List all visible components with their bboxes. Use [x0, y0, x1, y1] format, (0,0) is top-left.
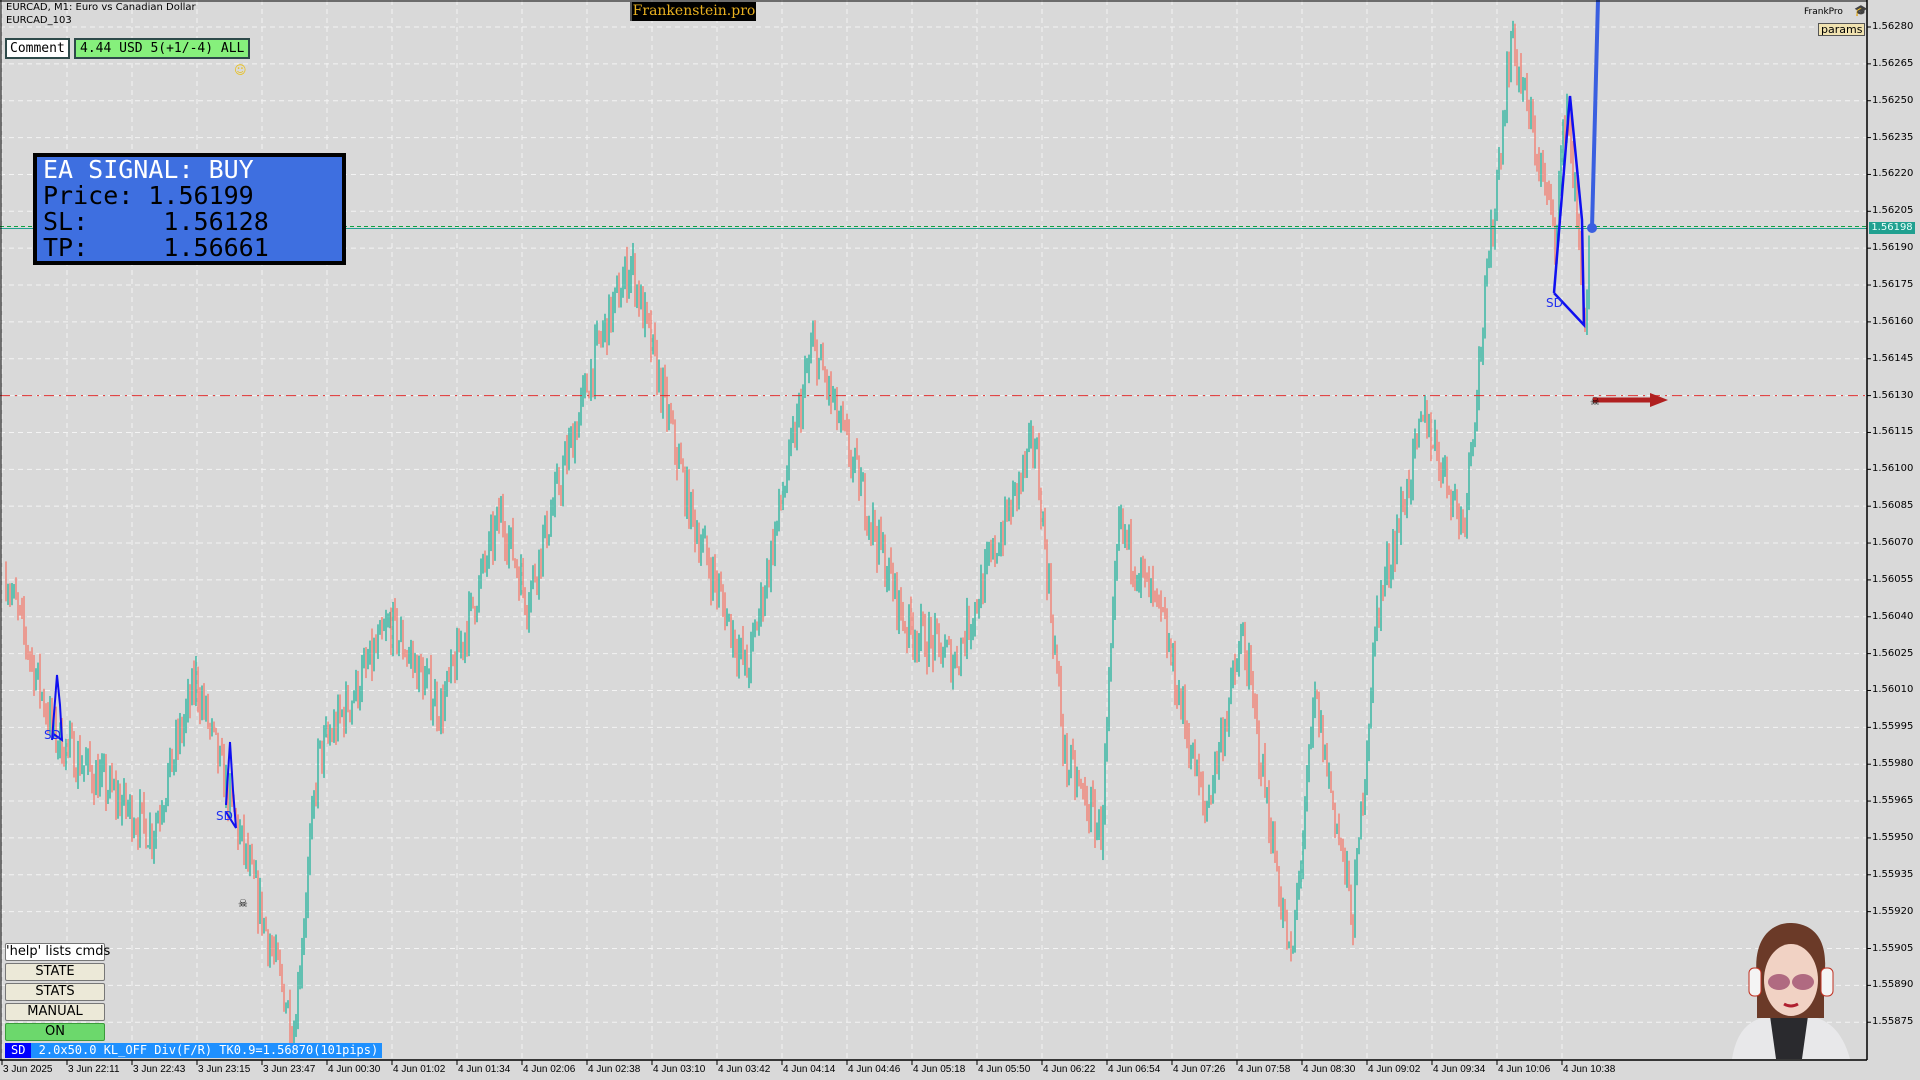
price-label: 1.56220	[1872, 168, 1914, 180]
time-label: 4 Jun 09:02	[1368, 1064, 1421, 1075]
price-label: 1.55950	[1872, 831, 1914, 843]
sd-pattern-3	[1552, 95, 1586, 329]
comment-label: Comment	[5, 38, 70, 59]
status-bar: SD 2.0x50.0 KL_OFF Div(F/R) TK0.9=1.5687…	[5, 1043, 383, 1058]
price-label: 1.56070	[1872, 537, 1914, 549]
skull-icon: ☠	[1590, 395, 1600, 408]
time-label: 4 Jun 05:18	[913, 1064, 966, 1075]
price-label: 1.56100	[1872, 463, 1914, 475]
time-label: 3 Jun 22:43	[133, 1064, 186, 1075]
time-label: 4 Jun 08:30	[1303, 1064, 1356, 1075]
time-label: 4 Jun 05:50	[978, 1064, 1031, 1075]
price-label: 1.56280	[1872, 21, 1914, 32]
time-label: 4 Jun 06:22	[1043, 1064, 1096, 1075]
price-label: 1.56025	[1872, 647, 1914, 659]
sd-pattern-2	[225, 741, 237, 829]
price-label: 1.56130	[1872, 389, 1914, 401]
price-label: 1.56145	[1872, 352, 1914, 364]
time-label: 4 Jun 03:42	[718, 1064, 771, 1075]
status-text: 2.0x50.0 KL_OFF Div(F/R) TK0.9=1.56870(1…	[31, 1043, 379, 1057]
signal-title: EA SIGNAL: BUY	[43, 155, 254, 184]
sd-label: SD	[44, 728, 61, 742]
frankpro-label: FrankPro	[1804, 7, 1843, 17]
price-label: 1.56010	[1872, 684, 1914, 696]
price-label: 1.56115	[1872, 426, 1914, 438]
time-label: 4 Jun 02:38	[588, 1064, 641, 1075]
entry-marker	[1587, 223, 1597, 233]
price-label: 1.56085	[1872, 500, 1914, 512]
price-label: 1.55995	[1872, 721, 1914, 733]
stats-button[interactable]: STATS	[5, 983, 105, 1001]
time-label: 4 Jun 03:10	[653, 1064, 706, 1075]
target-line	[1590, 0, 1600, 229]
time-label: 4 Jun 07:58	[1238, 1064, 1291, 1075]
price-label: 1.56160	[1872, 315, 1914, 327]
sl-arrow-head	[1650, 393, 1668, 407]
account-label: EURCAD_103	[6, 15, 72, 26]
time-label: 4 Jun 04:14	[783, 1064, 836, 1075]
pnl-summary: 4.44 USD 5(+1/-4) ALL	[74, 38, 251, 59]
params-button[interactable]: params	[1818, 23, 1866, 36]
sd-label: SD	[216, 809, 233, 823]
time-label: 3 Jun 2025	[3, 1064, 53, 1075]
skull-icon: ☠	[238, 897, 248, 910]
avatar	[1732, 923, 1850, 1059]
symbol-title: EURCAD, M1: Euro vs Canadian Dollar	[6, 2, 196, 13]
time-label: 4 Jun 07:26	[1173, 1064, 1226, 1075]
state-button[interactable]: STATE	[5, 963, 105, 981]
price-label: 1.55920	[1872, 905, 1914, 917]
time-label: 3 Jun 23:15	[198, 1064, 251, 1075]
price-label: 1.56265	[1872, 57, 1914, 69]
sd-label: SD	[1546, 296, 1563, 310]
time-label: 3 Jun 22:11	[68, 1064, 120, 1075]
price-label: 1.55935	[1872, 868, 1914, 880]
manual-button[interactable]: MANUAL	[5, 1003, 105, 1021]
price-label: 1.56250	[1872, 94, 1914, 106]
on-toggle[interactable]: ON	[5, 1023, 105, 1041]
time-label: 4 Jun 01:34	[458, 1064, 511, 1075]
price-label: 1.56175	[1872, 279, 1914, 291]
signal-price: Price: 1.56199	[43, 181, 254, 210]
price-label: 1.56235	[1872, 131, 1914, 143]
price-label: 1.56055	[1872, 573, 1914, 585]
current-price-label: 1.56198	[1869, 222, 1915, 234]
help-button[interactable]: 'help' lists cmds	[5, 943, 111, 961]
sd-tag: SD	[5, 1043, 32, 1058]
ea-signal-panel: EA SIGNAL: BUY Price: 1.56199 SL: 1.5612…	[33, 153, 346, 265]
signal-sl: SL: 1.56128	[43, 207, 269, 236]
price-label: 1.55980	[1872, 758, 1914, 770]
time-label: 4 Jun 04:46	[848, 1064, 901, 1075]
time-label: 3 Jun 23:47	[263, 1064, 316, 1075]
smiley-icon: ☺	[234, 63, 247, 77]
brand-label[interactable]: Frankenstein.pro	[630, 2, 756, 21]
graduation-cap-icon[interactable]: 🎓	[1854, 4, 1868, 17]
time-label: 4 Jun 01:02	[393, 1064, 446, 1075]
price-label: 1.56190	[1872, 242, 1914, 254]
price-label: 1.56040	[1872, 610, 1914, 622]
sd-pattern-1	[51, 674, 64, 743]
price-label: 1.55965	[1872, 795, 1914, 807]
time-label: 4 Jun 02:06	[523, 1064, 576, 1075]
time-label: 4 Jun 06:54	[1108, 1064, 1161, 1075]
price-label: 1.55890	[1872, 979, 1914, 991]
time-label: 4 Jun 10:38	[1563, 1064, 1616, 1075]
time-label: 4 Jun 00:30	[328, 1064, 381, 1075]
price-label: 1.55905	[1872, 942, 1914, 954]
price-label: 1.56205	[1872, 205, 1914, 217]
signal-tp: TP: 1.56661	[43, 233, 269, 262]
time-label: 4 Jun 09:34	[1433, 1064, 1486, 1075]
time-label: 4 Jun 10:06	[1498, 1064, 1551, 1075]
price-label: 1.55875	[1872, 1016, 1914, 1028]
